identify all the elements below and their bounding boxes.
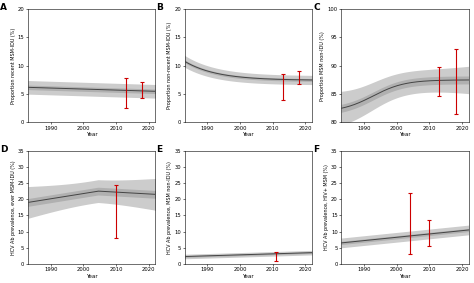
Y-axis label: HCV Ab prevalence, HIV+ MSM (%): HCV Ab prevalence, HIV+ MSM (%) <box>324 164 329 250</box>
X-axis label: Year: Year <box>399 132 410 137</box>
X-axis label: Year: Year <box>243 274 254 279</box>
Y-axis label: Proportion MSM non-IDU (%): Proportion MSM non-IDU (%) <box>320 31 326 101</box>
Text: E: E <box>156 145 163 154</box>
Text: A: A <box>0 3 7 12</box>
X-axis label: Year: Year <box>86 274 98 279</box>
X-axis label: Year: Year <box>86 132 98 137</box>
Text: C: C <box>313 3 320 12</box>
Y-axis label: Proportion recent MSM-IDU (%): Proportion recent MSM-IDU (%) <box>10 28 16 104</box>
Y-axis label: Proportion non-recent MSM-IDU (%): Proportion non-recent MSM-IDU (%) <box>167 22 172 110</box>
Y-axis label: HCV Ab prevalence, MSM non-IDU (%): HCV Ab prevalence, MSM non-IDU (%) <box>167 161 172 254</box>
Text: D: D <box>0 145 8 154</box>
X-axis label: Year: Year <box>243 132 254 137</box>
Text: F: F <box>313 145 319 154</box>
Y-axis label: HCV Ab prevalence, ever MSM-IDU (%): HCV Ab prevalence, ever MSM-IDU (%) <box>10 160 16 255</box>
Text: B: B <box>156 3 164 12</box>
X-axis label: Year: Year <box>399 274 410 279</box>
